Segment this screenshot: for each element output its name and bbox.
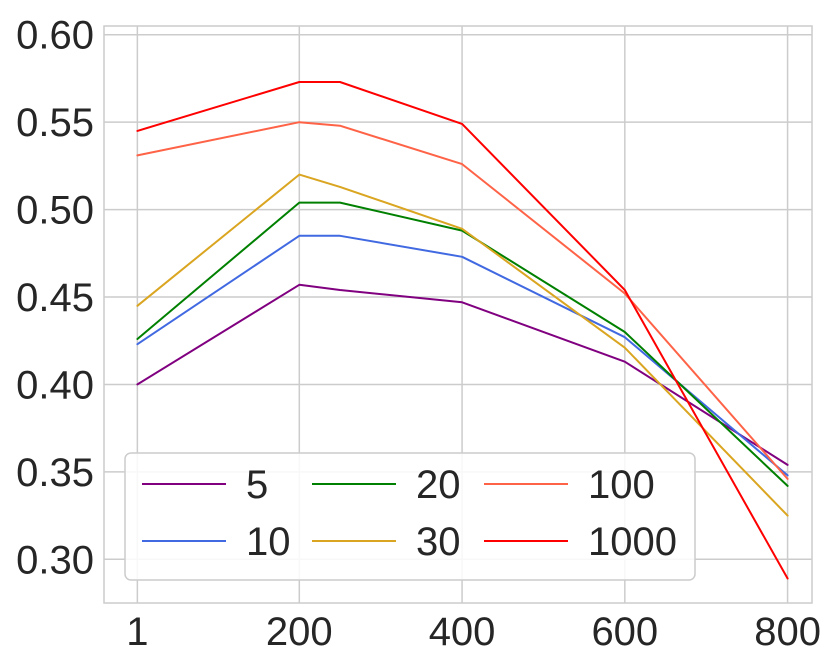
tick-labels: 1 200 400 600 800 0.60 0.55 0.50 0.45 0.40 0.35 0.3…: [16, 14, 821, 654]
x-tick-label: 1: [126, 610, 148, 654]
y-tick-label: 0.35: [16, 451, 94, 495]
series-line-5: [136, 283, 789, 466]
axes-frame: [103, 25, 813, 604]
y-tick-label: 0.55: [16, 101, 94, 145]
legend: 5 20 100 10 30 1000: [124, 452, 696, 581]
y-tick-label: 0.40: [16, 363, 94, 407]
x-tick-label: 400: [429, 610, 496, 654]
series-line-1000: [136, 81, 789, 580]
series-line-20: [136, 201, 789, 487]
x-tick-label: 200: [266, 610, 333, 654]
legend-label-10: 10: [246, 520, 291, 564]
legend-label-5: 5: [246, 463, 268, 507]
y-tick-label: 0.45: [16, 276, 94, 320]
y-tick-label: 0.50: [16, 189, 94, 233]
legend-label-20: 20: [416, 463, 461, 507]
legend-label-30: 30: [416, 520, 461, 564]
x-tick-label: 600: [591, 610, 658, 654]
legend-label-1000: 1000: [588, 520, 677, 564]
series-line-100: [136, 121, 789, 480]
y-tick-label: 0.60: [16, 14, 94, 58]
series-line-10: [136, 234, 789, 477]
series-line-30: [136, 173, 789, 517]
series-lines: [136, 81, 789, 580]
x-tick-label: 800: [754, 610, 821, 654]
y-tick-label: 0.30: [16, 538, 94, 582]
legend-label-100: 100: [588, 463, 655, 507]
